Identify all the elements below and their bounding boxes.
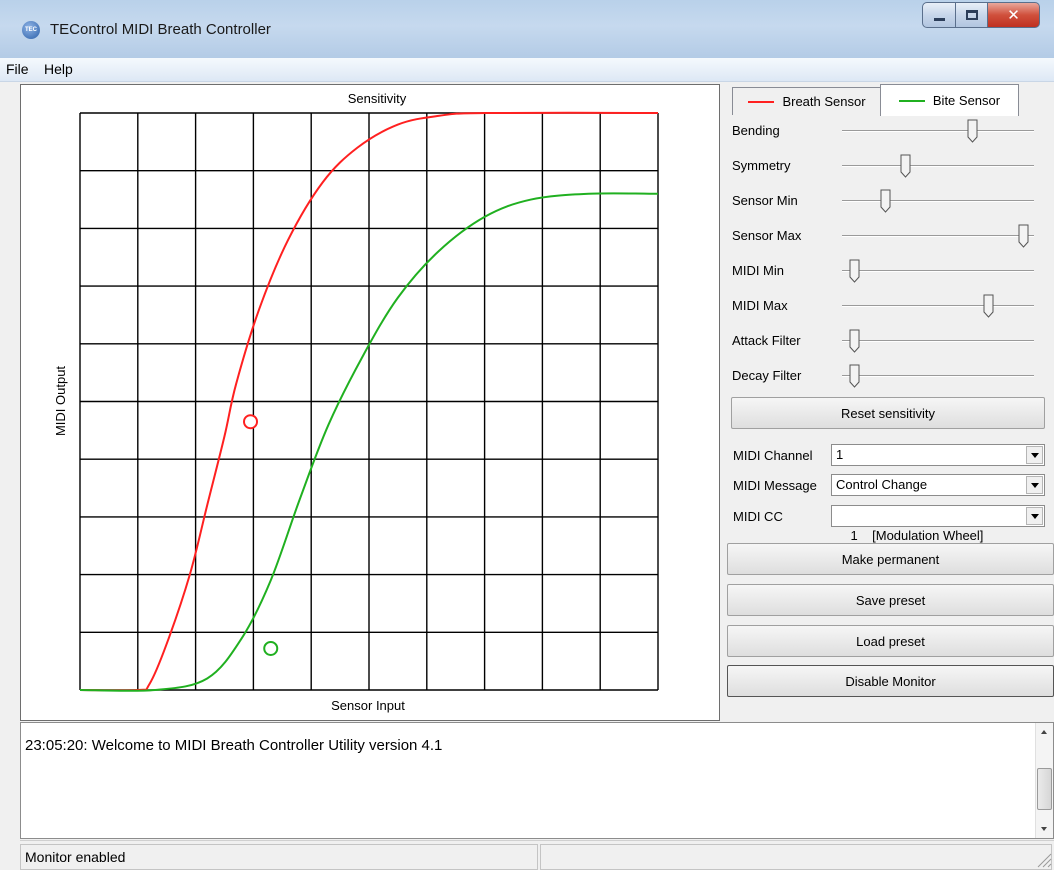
series-line-bite-sensor (79, 192, 659, 692)
midi-channel-value: 1 (836, 447, 844, 462)
slider-track-sensor-max[interactable] (842, 235, 1034, 237)
maximize-button[interactable] (956, 2, 988, 28)
slider-row-sensor-min: Sensor Min (727, 185, 1054, 219)
scroll-down-icon[interactable] (1036, 821, 1053, 838)
minimize-button[interactable] (922, 2, 956, 28)
slider-row-decay-filter: Decay Filter (727, 360, 1054, 394)
status-bar: Monitor enabled (20, 840, 1054, 870)
slider-thumb-sensor-max[interactable] (1018, 224, 1029, 248)
slider-label-bending: Bending (732, 123, 780, 138)
slider-label-attack-filter: Attack Filter (732, 333, 801, 348)
menu-bar: File Help (0, 58, 1054, 82)
breath-color-swatch (748, 100, 775, 103)
midi-message-value: Control Change (836, 477, 928, 492)
slider-row-midi-max: MIDI Max (727, 290, 1054, 324)
midi-cc-select[interactable]: 1 [Modulation Wheel] (831, 505, 1045, 543)
log-scrollbar[interactable] (1035, 723, 1053, 838)
slider-track-sensor-min[interactable] (842, 200, 1034, 202)
slider-thumb-midi-max[interactable] (983, 294, 994, 318)
graph-series (79, 111, 659, 692)
scroll-up-icon[interactable] (1036, 723, 1053, 740)
slider-track-bending[interactable] (842, 130, 1034, 132)
midi-channel-select[interactable]: 1 (831, 444, 1045, 466)
title-bar[interactable]: TEC TEControl MIDI Breath Controller ✕ (0, 0, 1054, 58)
midi-cc-value: 1 [Modulation Wheel] (850, 528, 984, 543)
graph-canvas[interactable]: Sensitivity Sensor Input MIDI Output (21, 85, 719, 720)
log-area[interactable]: 23:05:20: Welcome to MIDI Breath Control… (20, 722, 1054, 839)
chevron-down-icon[interactable] (1026, 507, 1043, 525)
slider-label-midi-max: MIDI Max (732, 298, 788, 313)
tab-bite-label: Bite Sensor (932, 93, 1001, 108)
slider-label-midi-min: MIDI Min (732, 263, 784, 278)
close-button[interactable]: ✕ (988, 2, 1040, 28)
slider-label-sensor-min: Sensor Min (732, 193, 798, 208)
slider-thumb-attack-filter[interactable] (849, 329, 860, 353)
midi-message-select[interactable]: Control Change (831, 474, 1045, 496)
slider-thumb-symmetry[interactable] (900, 154, 911, 178)
minimize-icon (933, 17, 945, 21)
make-permanent-button[interactable]: Make permanent (727, 543, 1054, 575)
slider-thumb-bending[interactable] (967, 119, 978, 143)
marker-breath-sensor[interactable] (243, 414, 259, 430)
slider-label-decay-filter: Decay Filter (732, 368, 802, 383)
resize-grip-icon[interactable] (1034, 850, 1052, 868)
slider-thumb-sensor-min[interactable] (880, 189, 891, 213)
slider-track-midi-min[interactable] (842, 270, 1034, 272)
series-line-breath-sensor (79, 111, 659, 692)
bite-sensor-panel: Bending Symmetry Sensor Min Sensor Max MIDI … (727, 115, 1054, 435)
maximize-icon (965, 10, 978, 20)
slider-label-sensor-max: Sensor Max (732, 228, 802, 243)
slider-row-midi-min: MIDI Min (727, 255, 1054, 289)
slider-row-symmetry: Symmetry (727, 150, 1054, 184)
slider-thumb-midi-min[interactable] (849, 259, 860, 283)
slider-row-sensor-max: Sensor Max (727, 220, 1054, 254)
tab-breath-label: Breath Sensor (782, 94, 866, 109)
tab-breath-sensor[interactable]: Breath Sensor (732, 87, 882, 115)
marker-bite-sensor[interactable] (263, 640, 279, 656)
slider-row-bending: Bending (727, 115, 1054, 149)
midi-message-label: MIDI Message (733, 478, 817, 493)
bite-color-swatch (898, 99, 925, 102)
window-title: TEControl MIDI Breath Controller (50, 21, 271, 38)
load-preset-button[interactable]: Load preset (727, 625, 1054, 657)
log-line: 23:05:20: Welcome to MIDI Breath Control… (25, 737, 443, 754)
menu-help[interactable]: Help (44, 61, 73, 77)
slider-track-midi-max[interactable] (842, 305, 1034, 307)
scroll-thumb[interactable] (1037, 768, 1052, 810)
close-icon: ✕ (1007, 7, 1020, 24)
app-logo-icon: TEC (22, 21, 40, 39)
graph-ylabel: MIDI Output (53, 366, 68, 436)
window-controls: ✕ (922, 2, 1040, 28)
midi-channel-label: MIDI Channel (733, 448, 813, 463)
slider-thumb-decay-filter[interactable] (849, 364, 860, 388)
slider-row-attack-filter: Attack Filter (727, 325, 1054, 359)
sensitivity-graph[interactable]: Sensitivity Sensor Input MIDI Output (20, 84, 720, 721)
chevron-down-icon[interactable] (1026, 446, 1043, 464)
chevron-down-icon[interactable] (1026, 476, 1043, 494)
graph-grid (79, 112, 659, 691)
window-left-edge (0, 82, 20, 870)
disable-monitor-button[interactable]: Disable Monitor (727, 665, 1054, 697)
slider-label-symmetry: Symmetry (732, 158, 791, 173)
graph-markers (243, 414, 279, 656)
reset-sensitivity-button[interactable]: Reset sensitivity (731, 397, 1045, 429)
graph-xlabel: Sensor Input (331, 698, 405, 713)
slider-track-decay-filter[interactable] (842, 375, 1034, 377)
status-pane-2 (540, 844, 1052, 870)
midi-cc-label: MIDI CC (733, 509, 783, 524)
sensor-tabs: Breath Sensor Bite Sensor (727, 84, 1054, 116)
tab-bite-sensor[interactable]: Bite Sensor (880, 84, 1019, 116)
slider-track-attack-filter[interactable] (842, 340, 1034, 342)
graph-title: Sensitivity (348, 91, 407, 106)
status-text: Monitor enabled (20, 844, 538, 870)
menu-file[interactable]: File (6, 61, 29, 77)
save-preset-button[interactable]: Save preset (727, 584, 1054, 616)
slider-track-symmetry[interactable] (842, 165, 1034, 167)
